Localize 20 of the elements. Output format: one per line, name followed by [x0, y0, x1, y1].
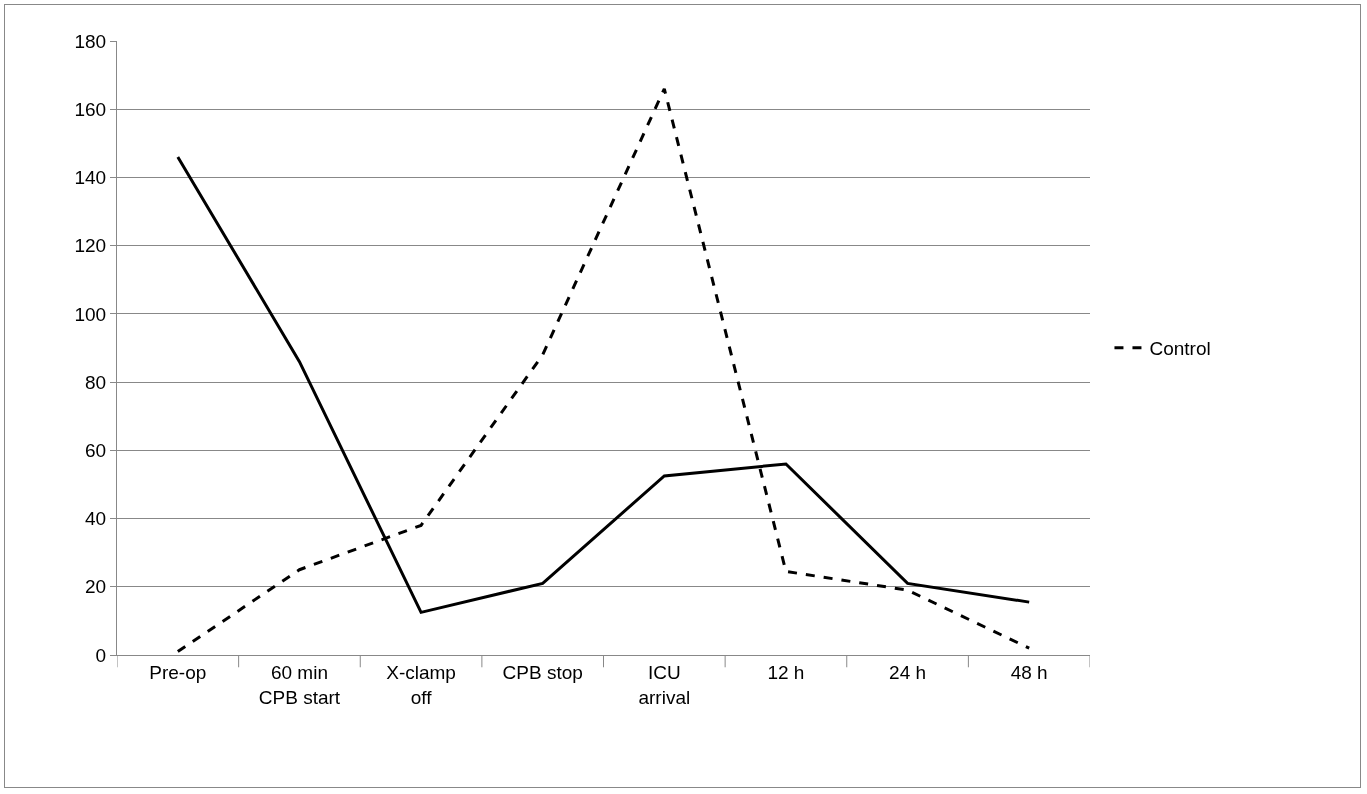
y-tick-label: 160	[74, 98, 107, 120]
y-tick-label: 120	[74, 235, 107, 257]
legend-label: Control	[1149, 338, 1211, 360]
y-tick-label: 80	[85, 371, 107, 393]
x-tick-label: 48 h	[1010, 661, 1048, 683]
x-tick-label: X-clamp off	[386, 661, 456, 708]
y-tick-label: 20	[85, 576, 107, 598]
y-tick-label: 40	[85, 508, 107, 530]
line-series	[176, 87, 1031, 654]
x-tick-label: 60 min CPB start	[258, 661, 341, 708]
y-tick-label: 100	[74, 303, 107, 325]
y-tick-label: 60	[85, 439, 107, 461]
y-tick-label: 0	[95, 644, 107, 666]
x-tick-label: CPB stop	[502, 661, 583, 683]
x-tick-label: Pre-op	[149, 661, 207, 683]
x-tick-label: 24 h	[889, 661, 927, 683]
x-tick-label: ICU arrival	[638, 661, 691, 708]
x-tick-label: 12 h	[767, 661, 805, 683]
y-tick-label: 180	[74, 30, 107, 52]
y-tick-label: 140	[74, 167, 107, 189]
